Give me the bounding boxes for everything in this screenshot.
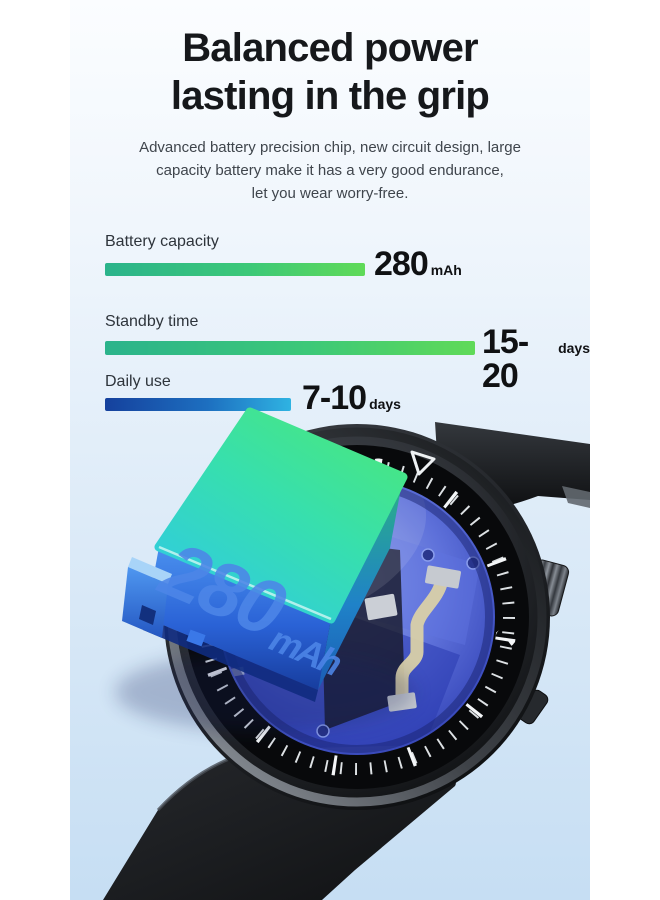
battery-side-front [146, 547, 331, 690]
spec-value-standby-time: 15-20 days [482, 325, 590, 393]
spec-value-battery-capacity: 280 mAh [374, 247, 462, 281]
page-title: Balanced power lasting in the grip [70, 24, 590, 120]
spec-bar-daily-use [105, 398, 291, 411]
spec-value-number: 7-10 [302, 379, 367, 417]
strap-connector [562, 486, 590, 508]
spec-value-daily-use: 7-10 days [302, 381, 401, 415]
title-line-1: Balanced power [182, 26, 478, 70]
product-photo: 280mAh [103, 407, 590, 900]
flex-cable [395, 578, 449, 696]
battery-shadow [115, 652, 415, 732]
spec-label-battery-capacity: Battery capacity [105, 233, 219, 250]
battery-front-bottom-strip [143, 618, 318, 702]
spec-value-number: 15-20 [482, 323, 529, 395]
subtitle-line: Advanced battery precision chip, new cir… [139, 139, 521, 156]
internal-chip [364, 593, 398, 621]
battery-edge-highlight [158, 545, 332, 621]
subtitle-line: capacity battery make it has a very good… [156, 162, 504, 179]
battery-connector-notch [139, 605, 156, 625]
spec-label-daily-use: Daily use [105, 373, 171, 390]
cable-connector-top [425, 565, 461, 589]
bezel-triangle-marker [410, 450, 436, 476]
spec-value-unit: days [558, 340, 590, 356]
battery-clip [186, 629, 206, 647]
spec-bar-battery-capacity [105, 263, 365, 276]
spec-value-unit: days [369, 396, 401, 412]
battery-side-right [318, 477, 403, 690]
spec-value-number: 280 [374, 245, 429, 283]
subtitle: Advanced battery precision chip, new cir… [70, 136, 590, 205]
battery-connector-top [128, 557, 172, 584]
screw [421, 548, 435, 562]
spec-label-standby-time: Standby time [105, 313, 199, 330]
title-line-2: lasting in the grip [170, 74, 490, 118]
battery-connector-front [122, 567, 168, 638]
spec-bar-standby-time [105, 341, 475, 355]
subtitle-line: let you wear worry-free. [251, 185, 409, 202]
battery-3d: 280mAh [122, 407, 408, 702]
spec-value-unit: mAh [430, 262, 462, 278]
promo-panel: Balanced power lasting in the grip Advan… [70, 0, 590, 900]
